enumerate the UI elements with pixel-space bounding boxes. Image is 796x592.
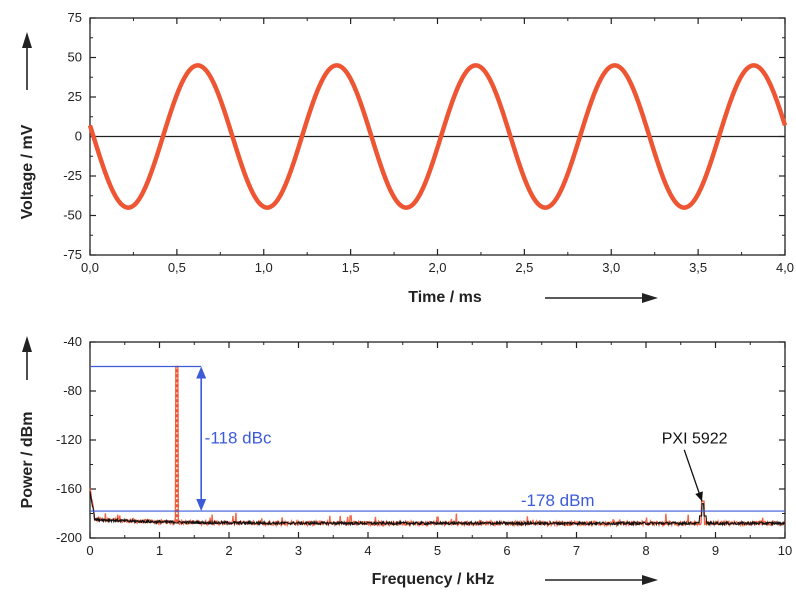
power-ylabel-arrow	[22, 336, 32, 380]
voltage-ylabel: Voltage / mV	[19, 124, 36, 219]
dbm-annotation: -178 dBm	[521, 491, 595, 510]
voltage-ytick-label: -25	[63, 168, 82, 183]
spectrum-xtick-label: 3	[295, 543, 302, 558]
dbc-arrow-head-down	[196, 499, 207, 512]
voltage-sine-trace	[87, 63, 788, 210]
voltage-ytick-label: 75	[68, 10, 82, 25]
voltage-xtick-label: 1,5	[342, 260, 360, 275]
spectrum-xtick-label: 0	[86, 543, 93, 558]
pxi-arrow-head	[695, 491, 703, 502]
spectrum-xtick-label: 1	[156, 543, 163, 558]
voltage-xtick-label: 3,5	[689, 260, 707, 275]
pxi-annotation: PXI 5922	[662, 431, 728, 448]
dbc-annotation: -118 dBc	[205, 429, 272, 448]
spectrum-xtick-label: 8	[642, 543, 649, 558]
voltage-xtick-label: 4,0	[776, 260, 794, 275]
voltage-ytick-label: 25	[68, 89, 82, 104]
voltage-xtick-label: 2,5	[515, 260, 533, 275]
spectrum-ytick-label: -120	[56, 432, 82, 447]
frequency-xlabel-arrow	[545, 575, 658, 585]
spectrum-xtick-label: 5	[434, 543, 441, 558]
spectrum-xtick-label: 9	[712, 543, 719, 558]
time-xlabel: Time / ms	[408, 289, 482, 306]
spectrum-ticks	[89, 341, 786, 539]
pxi-arrow-shaft	[683, 449, 703, 502]
voltage-ytick-label: -50	[63, 208, 82, 223]
time-xlabel-arrow	[545, 293, 658, 303]
voltage-xtick-label: 3,0	[602, 260, 620, 275]
spectrum-ytick-label: -80	[63, 383, 82, 398]
voltage-xtick-label: 0,0	[81, 260, 99, 275]
dbc-arrow-head-up	[196, 366, 207, 379]
voltage-ytick-label: 50	[68, 50, 82, 65]
voltage-ytick-label: -75	[63, 247, 82, 262]
spectrum-chart: 0 1 2 3 4 5 6 7 8 9 10-40-80-120-160-200 -118 dBc …	[19, 334, 792, 588]
spectrum-xtick-label: 4	[364, 543, 371, 558]
spectrum-ytick-label: -160	[56, 481, 82, 496]
spectrum-xtick-label: 7	[573, 543, 580, 558]
spectrum-xtick-label: 10	[778, 543, 792, 558]
voltage-chart: 0,0 0,5 1,0 1,5 2,0 2,5 3,0 3,5 4,0 75 50 25 0 -25 -50…	[19, 10, 794, 306]
voltage-tick-labels: 0,0 0,5 1,0 1,5 2,0 2,5 3,0 3,5 4,0 75 50 25 0 -25 -50…	[63, 10, 794, 275]
spectrum-xtick-label: 2	[225, 543, 232, 558]
frequency-xlabel: Frequency / kHz	[372, 571, 495, 588]
spectrum-ytick-label: -200	[56, 530, 82, 545]
spectrum-ytick-label: -40	[63, 334, 82, 349]
pxi-pointer-arrow	[683, 449, 703, 502]
power-ylabel: Power / dBm	[19, 412, 36, 509]
spectrum-xtick-label: 6	[503, 543, 510, 558]
voltage-ylabel-arrow	[22, 32, 32, 90]
voltage-xtick-label: 0,5	[168, 260, 186, 275]
voltage-ytick-label: 0	[75, 129, 82, 144]
voltage-xtick-label: 1,0	[255, 260, 273, 275]
spectrum-trace-black	[89, 491, 786, 527]
dbc-double-arrow	[196, 366, 207, 512]
voltage-ticks	[89, 17, 786, 256]
voltage-xtick-label: 2,0	[428, 260, 446, 275]
spectrum-tick-labels: 0 1 2 3 4 5 6 7 8 9 10 -40 -80 -120 -160 -200	[56, 334, 792, 558]
